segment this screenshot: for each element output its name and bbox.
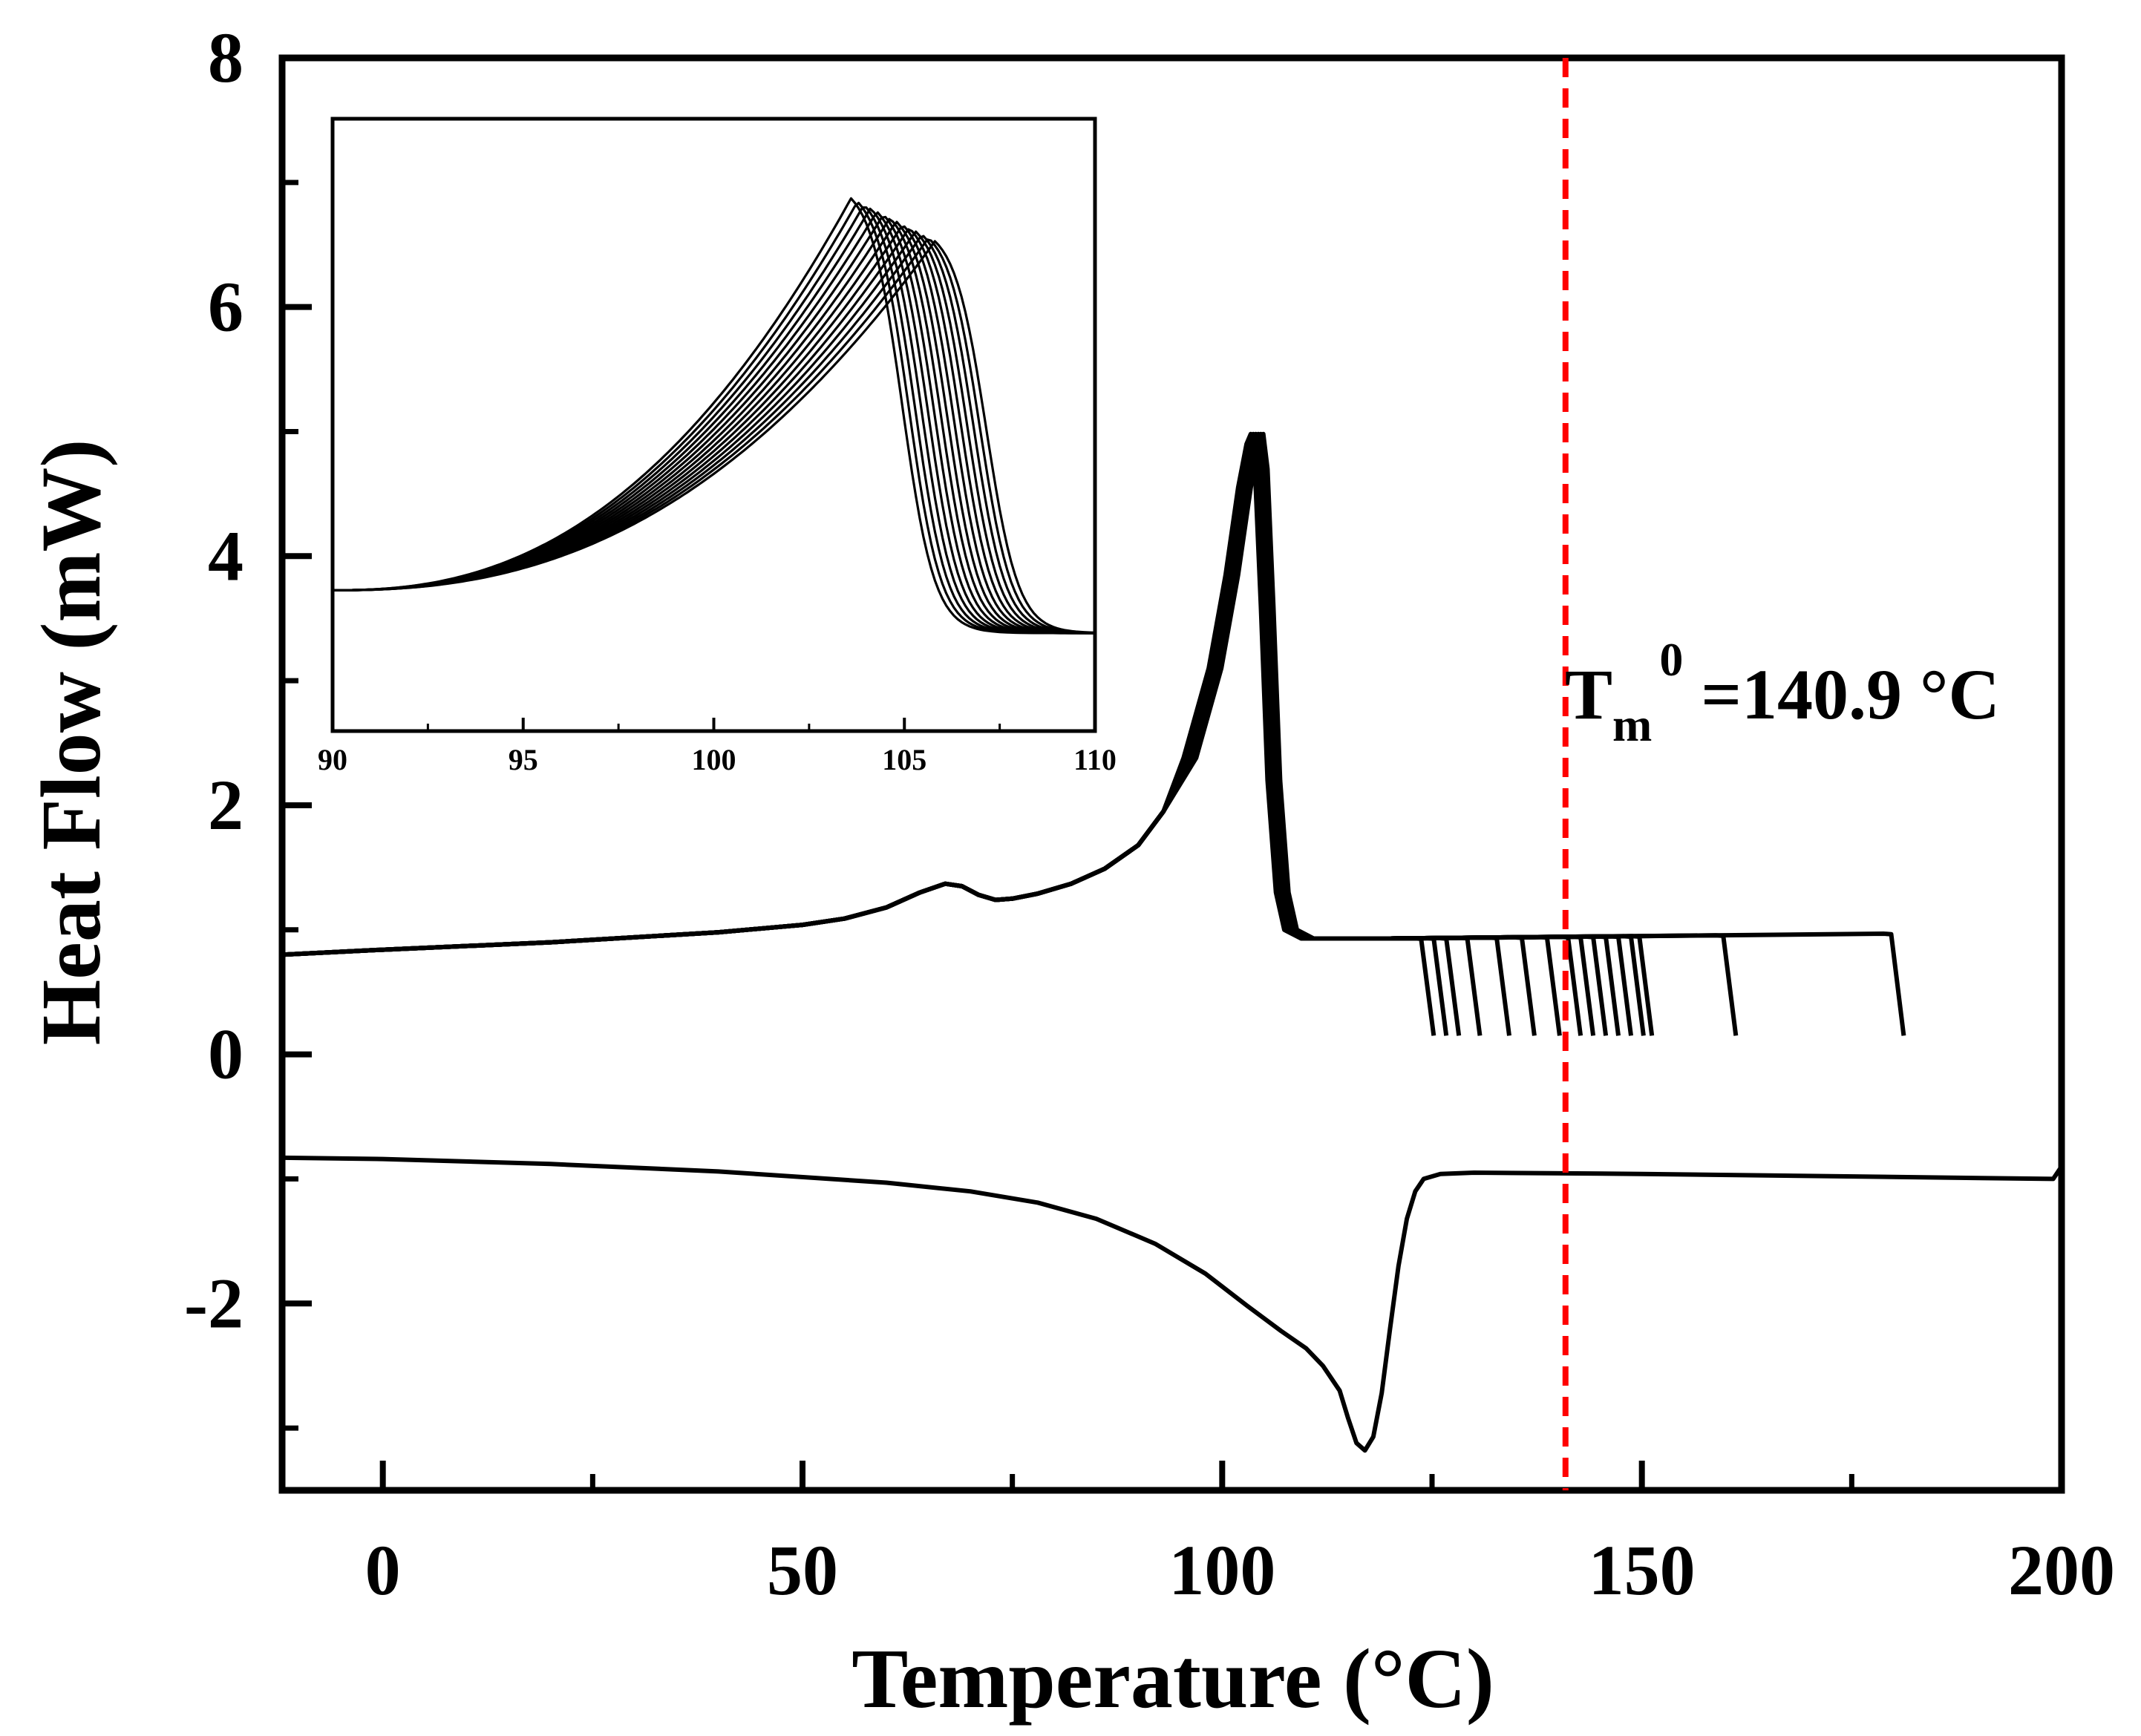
tm0-superscript: 0 — [1659, 633, 1683, 686]
tm0-subscript: m — [1612, 698, 1652, 751]
main-tick-labels: 0 50 100 150 200 -2 0 2 4 6 8 — [184, 18, 2115, 1610]
inset-x-tick-label: 100 — [692, 743, 736, 776]
x-tick-label: 100 — [1168, 1530, 1275, 1610]
x-axis-title: Temperature (°C) — [852, 1631, 1494, 1726]
tm0-annotation: Tm0 =140.9 °C — [1565, 633, 2000, 751]
x-tick-label: 0 — [365, 1530, 401, 1610]
main-series-group — [281, 431, 2064, 1453]
tm0-value: =140.9 °C — [1701, 655, 1999, 734]
main-axis-ticks — [282, 180, 1854, 1490]
isothermal-segment — [1390, 931, 1906, 1036]
y-tick-label: 8 — [208, 18, 243, 97]
inset-x-tick-label: 110 — [1073, 743, 1117, 776]
isothermal-segment — [1390, 934, 1537, 1036]
tm0-symbol: T — [1565, 655, 1612, 734]
inset-axis-ticks — [426, 718, 1001, 731]
main-plot-frame — [278, 54, 2065, 1494]
y-tick-label: 2 — [208, 765, 243, 845]
inset-series-group — [332, 197, 1096, 635]
inset-tick-labels: 90 95 100 105 110 — [318, 743, 1117, 776]
inset-x-tick-label: 90 — [318, 743, 347, 776]
y-axis-title: Heat Flow (mW) — [24, 439, 118, 1046]
y-tick-label: 6 — [208, 267, 243, 347]
y-tick-label: -2 — [184, 1263, 243, 1343]
y-tick-label: 0 — [208, 1015, 243, 1094]
x-tick-label: 150 — [1589, 1530, 1696, 1610]
inset-peak-curve — [332, 240, 1096, 634]
inset-x-tick-label: 105 — [882, 743, 926, 776]
x-tick-label: 50 — [767, 1530, 838, 1610]
isothermal-segment — [1390, 936, 1449, 1036]
isothermal-segment — [1390, 936, 1436, 1036]
heating-curve — [281, 1155, 2064, 1453]
cooling-curve — [281, 431, 1390, 957]
x-tick-label: 200 — [2008, 1530, 2115, 1610]
y-tick-label: 4 — [208, 516, 243, 595]
inset-x-tick-label: 95 — [509, 743, 538, 776]
